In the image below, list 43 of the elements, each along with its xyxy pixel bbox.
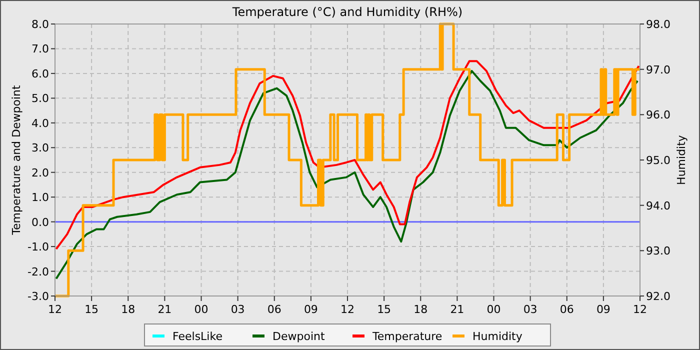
y-tick-label: -3.0 (28, 290, 49, 303)
y2-tick-label: 93.0 (646, 244, 670, 258)
x-tick-label: 12 (48, 303, 62, 316)
y-tick-label: 3.0 (32, 142, 49, 155)
y2-tick-label: 97.0 (646, 63, 670, 76)
x-tick-label: 12 (633, 303, 647, 316)
x-tick-label: 09 (596, 303, 610, 316)
x-tick-label: 12 (340, 303, 354, 316)
y2-tick-label: 98.0 (646, 18, 670, 31)
y2-tick-label: 95.0 (646, 154, 670, 167)
legend-label: FeelsLike (172, 330, 223, 343)
x-tick-label: 21 (450, 303, 464, 316)
x-tick-label: 15 (84, 303, 99, 316)
y-tick-label: -2.0 (28, 265, 49, 278)
y-axis-title: Temperature and Dewpoint (10, 84, 23, 236)
y-tick-label: 7.0 (32, 42, 49, 56)
y2-axis-title: Humidity (675, 134, 688, 185)
x-tick-label: 09 (304, 303, 318, 316)
x-tick-label: 06 (560, 303, 574, 316)
x-tick-label: 03 (523, 303, 538, 316)
x-tick-label: 00 (194, 303, 208, 316)
y2-tick-label: 92.0 (646, 290, 670, 303)
y-tick-label: 8.0 (32, 18, 49, 31)
y-tick-label: -1.0 (28, 240, 49, 254)
x-tick-label: 03 (230, 303, 245, 316)
legend-label: Humidity (472, 330, 523, 343)
x-tick-label: 18 (121, 303, 136, 316)
legend-label: Temperature (372, 330, 442, 343)
y-tick-label: 5.0 (32, 92, 49, 106)
x-tick-label: 21 (158, 303, 172, 316)
x-tick-label: 00 (486, 303, 501, 316)
chart-title: Temperature (°C) and Humidity (RH%) (231, 5, 463, 19)
x-tick-label: 06 (267, 303, 282, 316)
y2-tick-label: 94.0 (646, 199, 670, 212)
legend-label: Dewpoint (272, 330, 326, 343)
y-tick-label: 6.0 (32, 67, 49, 80)
x-tick-label: 18 (414, 303, 428, 316)
y2-tick-label: 96.0 (646, 108, 670, 122)
x-tick-label: 15 (377, 303, 392, 316)
y-tick-label: 4.0 (32, 116, 49, 130)
y-tick-label: 0.0 (32, 216, 49, 229)
y-tick-label: 2.0 (32, 166, 49, 180)
y-tick-label: 1.0 (32, 191, 49, 204)
